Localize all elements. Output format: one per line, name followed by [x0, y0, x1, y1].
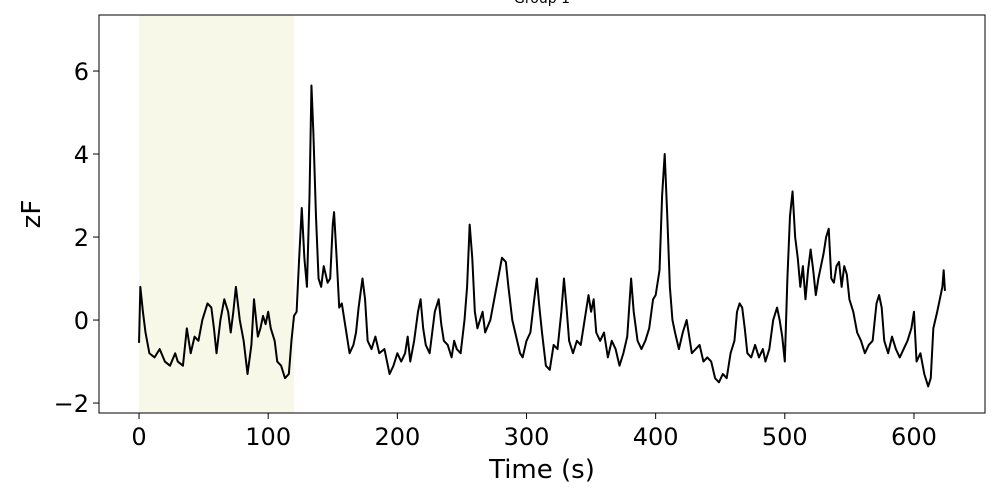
x-tick-label: 600	[891, 423, 937, 451]
y-tick-label: 4	[74, 141, 89, 169]
y-axis-label: zF	[17, 200, 47, 229]
x-tick-label: 500	[762, 423, 808, 451]
plot-frame	[98, 14, 986, 414]
y-tick-label: 6	[74, 58, 89, 86]
data-line	[138, 84, 946, 388]
y-tick-label: −2	[54, 390, 89, 418]
y-tick-label: 0	[74, 307, 89, 335]
x-tick-label: 400	[633, 423, 679, 451]
x-tick-label: 0	[131, 423, 146, 451]
x-tick-label: 200	[374, 423, 420, 451]
chart-title: Group 1	[514, 0, 570, 7]
y-tick-label: 2	[74, 224, 89, 252]
x-axis-label: Time (s)	[488, 455, 595, 485]
x-tick-label: 100	[245, 423, 291, 451]
x-tick-label: 300	[504, 423, 550, 451]
